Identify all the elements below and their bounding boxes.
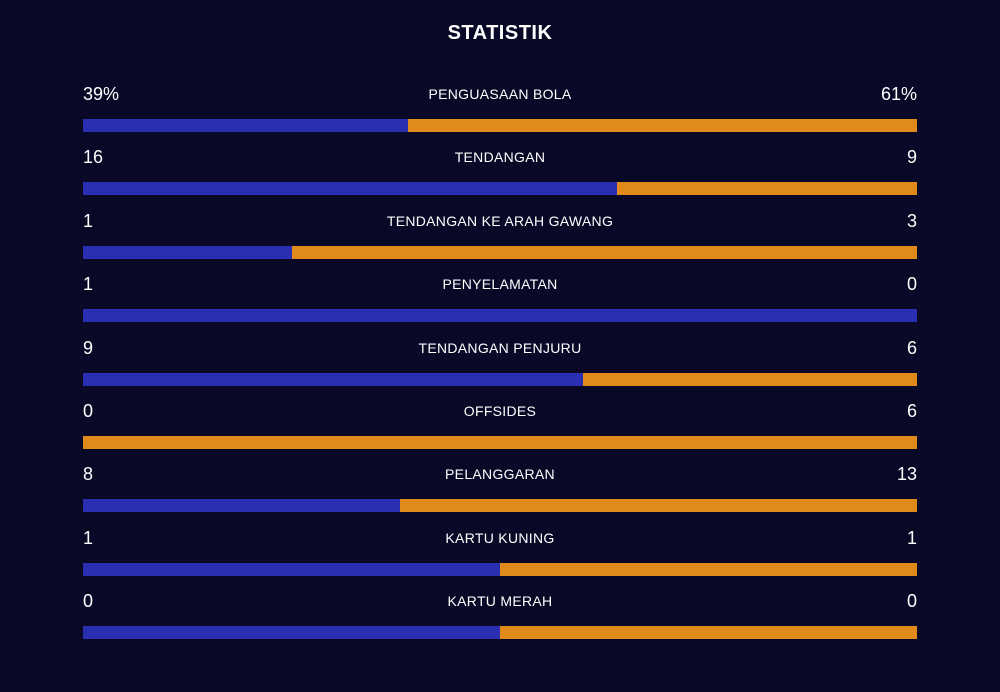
comparison-bar — [83, 626, 917, 640]
home-bar-segment — [83, 119, 409, 132]
away-bar-segment — [500, 562, 917, 576]
away-bar-segment — [583, 372, 917, 386]
away-bar-segment — [291, 245, 917, 259]
away-bar-segment — [83, 436, 917, 449]
stat-row-corners: 9 TENDANGAN PENJURU 6 — [83, 334, 917, 394]
stat-row-offsides: 0 OFFSIDES 6 — [83, 397, 917, 457]
stat-label: TENDANGAN — [454, 149, 546, 166]
home-bar-segment — [83, 245, 292, 259]
comparison-bar — [83, 499, 917, 513]
away-bar-segment — [408, 119, 917, 132]
home-value: 0 — [83, 401, 94, 421]
away-value: 9 — [906, 147, 917, 168]
stat-label: KARTU MERAH — [447, 593, 553, 610]
stat-row-possession: 39% PENGUASAAN BOLA 61% — [83, 80, 917, 140]
home-value: 9 — [83, 337, 94, 358]
stat-label: PENYELAMATAN — [442, 276, 558, 293]
comparison-bar — [83, 245, 917, 259]
comparison-bar — [83, 562, 917, 576]
home-bar-segment — [83, 562, 500, 576]
stat-label: TENDANGAN KE ARAH GAWANG — [386, 212, 614, 229]
away-value: 6 — [906, 401, 917, 421]
stat-label: TENDANGAN PENJURU — [418, 339, 582, 356]
stat-row-shots: 16 TENDANGAN 9 — [83, 143, 917, 203]
comparison-bar — [83, 182, 917, 196]
stats-title: STATISTIK — [447, 22, 553, 44]
stat-label: OFFSIDES — [463, 403, 537, 419]
stat-row-saves: 1 PENYELAMATAN 0 — [83, 270, 917, 330]
stat-row-fouls: 8 PELANGGARAN 13 — [83, 460, 917, 520]
stat-label: KARTU KUNING — [445, 529, 555, 546]
away-value: 0 — [906, 274, 917, 295]
away-value: 0 — [906, 591, 917, 612]
home-bar-segment — [83, 499, 400, 513]
comparison-bar — [83, 372, 917, 386]
home-value: 0 — [83, 591, 94, 612]
home-value: 39% — [83, 84, 120, 104]
home-bar-segment — [83, 182, 617, 196]
home-bar-segment — [83, 309, 917, 323]
home-value: 1 — [83, 210, 94, 231]
stat-row-shots-on-target: 1 TENDANGAN KE ARAH GAWANG 3 — [83, 207, 917, 267]
comparison-bar — [83, 436, 917, 449]
home-value: 8 — [83, 464, 94, 485]
comparison-bar — [83, 309, 917, 323]
stat-label: PENGUASAAN BOLA — [428, 86, 572, 102]
away-bar-segment — [616, 182, 917, 196]
home-bar-segment — [83, 626, 500, 640]
comparison-bar — [83, 119, 917, 132]
home-value: 1 — [83, 527, 94, 548]
away-value: 61% — [880, 84, 917, 104]
away-value: 13 — [896, 464, 917, 485]
away-value: 6 — [906, 337, 917, 358]
away-value: 1 — [906, 527, 917, 548]
stat-row-yellow-cards: 1 KARTU KUNING 1 — [83, 524, 917, 584]
away-bar-segment — [399, 499, 917, 513]
home-value: 16 — [83, 147, 104, 168]
stat-label: PELANGGARAN — [445, 466, 555, 483]
away-value: 3 — [906, 210, 917, 231]
away-bar-segment — [500, 626, 917, 640]
stat-row-red-cards: 0 KARTU MERAH 0 — [83, 587, 917, 647]
home-bar-segment — [83, 372, 584, 386]
home-value: 1 — [83, 274, 94, 295]
